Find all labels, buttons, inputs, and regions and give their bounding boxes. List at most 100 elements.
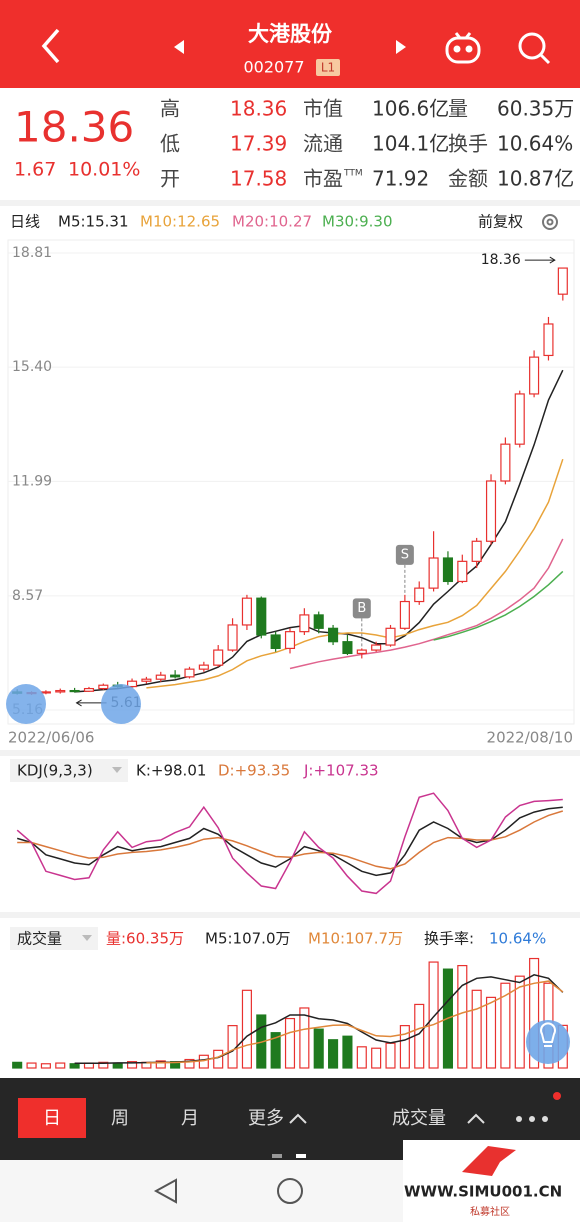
volume-bar bbox=[299, 1007, 310, 1069]
candle-body bbox=[399, 600, 410, 629]
candle-body bbox=[198, 664, 209, 670]
candle-body bbox=[126, 680, 138, 688]
volume-chart bbox=[12, 957, 568, 1069]
volume-bar bbox=[457, 964, 468, 1069]
y-tick-label: 11.99 bbox=[12, 473, 52, 489]
prev-stock[interactable] bbox=[174, 40, 184, 54]
legend-entry: M10:12.65 bbox=[140, 213, 220, 231]
kdj-chart bbox=[16, 792, 564, 895]
volume-bar bbox=[12, 1061, 23, 1069]
stat-value: 17.58 bbox=[230, 167, 287, 191]
page-dot bbox=[296, 1154, 306, 1158]
volume-bar bbox=[241, 989, 252, 1069]
volume-bar bbox=[98, 1061, 109, 1069]
volume-bar bbox=[428, 961, 439, 1069]
candle-body bbox=[155, 674, 166, 680]
candle-body bbox=[270, 634, 281, 649]
candle-body bbox=[313, 614, 324, 629]
volume-bar bbox=[313, 1028, 324, 1069]
candle-body bbox=[69, 689, 80, 693]
search-icon[interactable] bbox=[518, 32, 551, 65]
stat-label: 量 bbox=[448, 97, 468, 121]
max-label: 18.36 bbox=[481, 252, 521, 268]
trade-mark-bg bbox=[395, 544, 414, 565]
volume-bar bbox=[328, 1039, 339, 1069]
last-price: 18.36 bbox=[14, 103, 134, 152]
nav-home[interactable] bbox=[277, 1178, 303, 1204]
legend-entry: J:+107.33 bbox=[303, 762, 379, 780]
volume-bar bbox=[485, 996, 497, 1069]
candle-body bbox=[414, 587, 425, 603]
price-change: 1.67 bbox=[14, 159, 56, 181]
stat-label: 市盈 bbox=[303, 167, 343, 191]
volume-tab[interactable]: 成交量 bbox=[392, 1108, 446, 1129]
period-tab[interactable]: 日 bbox=[43, 1108, 61, 1129]
candle-body bbox=[485, 480, 497, 542]
candle-body bbox=[328, 627, 339, 643]
ma-line bbox=[146, 458, 564, 689]
watermark-name: 私募社区 bbox=[470, 1205, 510, 1218]
nav-back[interactable] bbox=[153, 1178, 177, 1204]
next-stock[interactable] bbox=[396, 40, 406, 54]
volume-bar bbox=[184, 1058, 195, 1069]
back-button[interactable] bbox=[41, 28, 60, 64]
volume-bar bbox=[500, 982, 511, 1069]
volume-bar bbox=[40, 1063, 51, 1069]
legend-entry: M30:9.30 bbox=[322, 213, 392, 231]
caret-up bbox=[289, 1113, 307, 1124]
candle-body bbox=[241, 597, 252, 626]
candle-body bbox=[457, 560, 468, 583]
arrow-head bbox=[75, 699, 82, 707]
divider bbox=[0, 750, 580, 756]
candle-body bbox=[500, 443, 511, 482]
divider bbox=[0, 912, 580, 918]
legend-entry: M10:107.7万 bbox=[308, 930, 403, 948]
candle-body bbox=[356, 649, 367, 655]
stat-value: 18.36 bbox=[230, 97, 287, 121]
volume-bar bbox=[385, 1042, 396, 1069]
y-tick-label: 8.57 bbox=[12, 588, 43, 604]
indicator-selector[interactable] bbox=[10, 927, 98, 950]
candle-body bbox=[385, 627, 396, 646]
indicator-selector[interactable] bbox=[10, 759, 128, 782]
period-tab[interactable]: 月 bbox=[181, 1108, 199, 1129]
candle-body bbox=[256, 597, 267, 636]
candle-body bbox=[371, 644, 382, 651]
ma-line bbox=[433, 570, 564, 641]
tab-selected-bg bbox=[18, 1098, 86, 1138]
ma-line bbox=[16, 792, 563, 895]
robot-icon[interactable] bbox=[445, 32, 481, 64]
tab-list: 日 周 月 更多 bbox=[43, 1108, 307, 1129]
x-tick-label: 2022/06/06 bbox=[8, 729, 94, 747]
stat-value: 10.87亿 bbox=[497, 167, 574, 191]
stat-value: 104.1亿 bbox=[372, 132, 449, 156]
volume-bar bbox=[399, 1025, 410, 1069]
float-button[interactable] bbox=[6, 684, 46, 724]
turnover-label: 换手率: bbox=[424, 930, 474, 948]
volume-bar bbox=[69, 1063, 80, 1069]
candle-body bbox=[184, 668, 195, 678]
volume-bar bbox=[55, 1062, 66, 1069]
volume-bar bbox=[112, 1063, 123, 1069]
ma-line bbox=[16, 806, 563, 877]
period-tab[interactable]: 更多 bbox=[248, 1108, 284, 1129]
stat-label: 换手 bbox=[448, 132, 488, 156]
more-menu[interactable] bbox=[516, 1116, 548, 1122]
y-tick-label: 15.40 bbox=[12, 359, 52, 375]
period-tab[interactable]: 周 bbox=[111, 1108, 129, 1129]
volume-bar bbox=[270, 1032, 281, 1069]
settings-icon[interactable] bbox=[542, 214, 558, 230]
volume-bar bbox=[529, 957, 540, 1069]
stat-label: 金额 bbox=[448, 167, 488, 191]
notice-dot bbox=[553, 1092, 561, 1100]
dropdown-caret bbox=[112, 767, 122, 773]
stat-label: 流通 bbox=[303, 132, 343, 156]
float-button[interactable] bbox=[101, 684, 141, 724]
page-dot bbox=[272, 1154, 282, 1158]
stat-value: 10.64% bbox=[497, 132, 573, 156]
ma-line bbox=[146, 980, 564, 1064]
adjust-label[interactable]: 前复权 bbox=[478, 213, 523, 231]
stat-label: 低 bbox=[160, 132, 180, 156]
